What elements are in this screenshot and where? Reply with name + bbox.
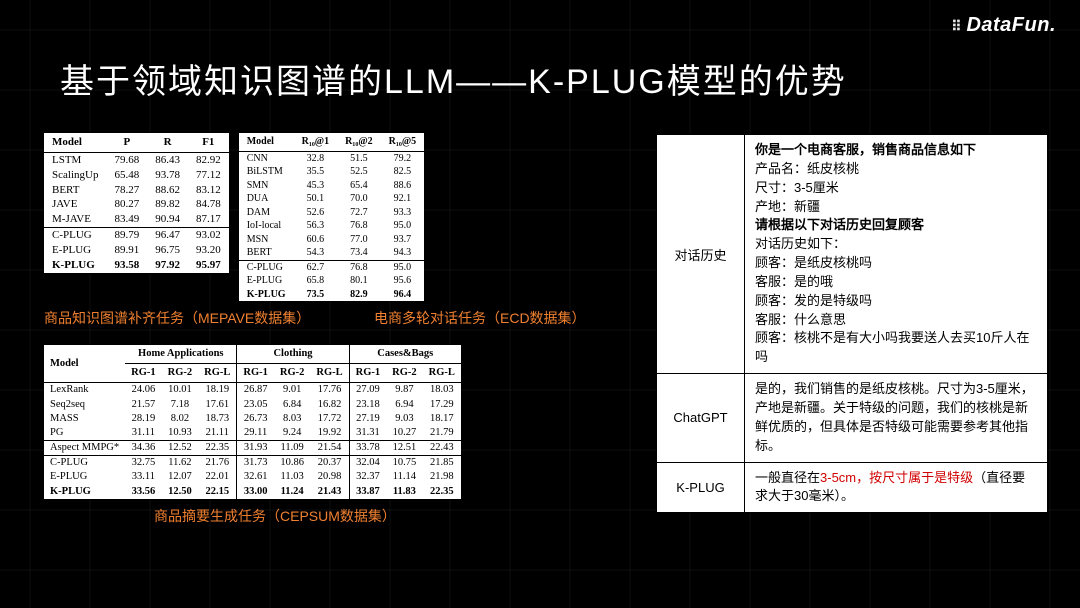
table-mepave: ModelPRF1LSTM79.6886.4382.92ScalingUp65.…: [44, 132, 229, 274]
chatgpt-content: 是的，我们销售的是纸皮核桃。尺寸为3-5厘米，产地是新疆。关于特级的问题，我们的…: [745, 374, 1047, 461]
caption-ecd: 电商多轮对话任务（ECD数据集）: [334, 308, 586, 328]
table-ecd: ModelR₁₀@1R₁₀@2R₁₀@5CNN32.851.579.2BiLST…: [239, 132, 424, 302]
dialog-history-label: 对话历史: [657, 135, 745, 373]
dialog-table: 对话历史 你是一个电商客服，销售商品信息如下产品名：纸皮核桃尺寸：3-5厘米产地…: [656, 134, 1048, 513]
kplug-content: 一般直径在3-5cm，按尺寸属于是特级（直径要求大于30毫米）。: [745, 463, 1047, 513]
dialog-history-content: 你是一个电商客服，销售商品信息如下产品名：纸皮核桃尺寸：3-5厘米产地：新疆请根…: [745, 135, 1047, 373]
tables-area: ModelPRF1LSTM79.6886.4382.92ScalingUp65.…: [44, 132, 640, 526]
table3-container: ModelHome ApplicationsClothingCases&Bags…: [44, 344, 640, 526]
kplug-label: K-PLUG: [657, 463, 745, 513]
caption-mepave: 商品知识图谱补齐任务（MEPAVE数据集）: [44, 308, 334, 328]
table2-container: ModelR₁₀@1R₁₀@2R₁₀@5CNN32.851.579.2BiLST…: [239, 132, 424, 302]
chatgpt-label: ChatGPT: [657, 374, 745, 461]
table-cepsum: ModelHome ApplicationsClothingCases&Bags…: [44, 344, 461, 500]
page-title: 基于领域知识图谱的LLM——K-PLUG模型的优势: [60, 54, 847, 103]
table1-container: ModelPRF1LSTM79.6886.4382.92ScalingUp65.…: [44, 132, 229, 302]
caption-cepsum: 商品摘要生成任务（CEPSUM数据集）: [44, 506, 640, 526]
logo: DataFun.: [951, 14, 1056, 37]
